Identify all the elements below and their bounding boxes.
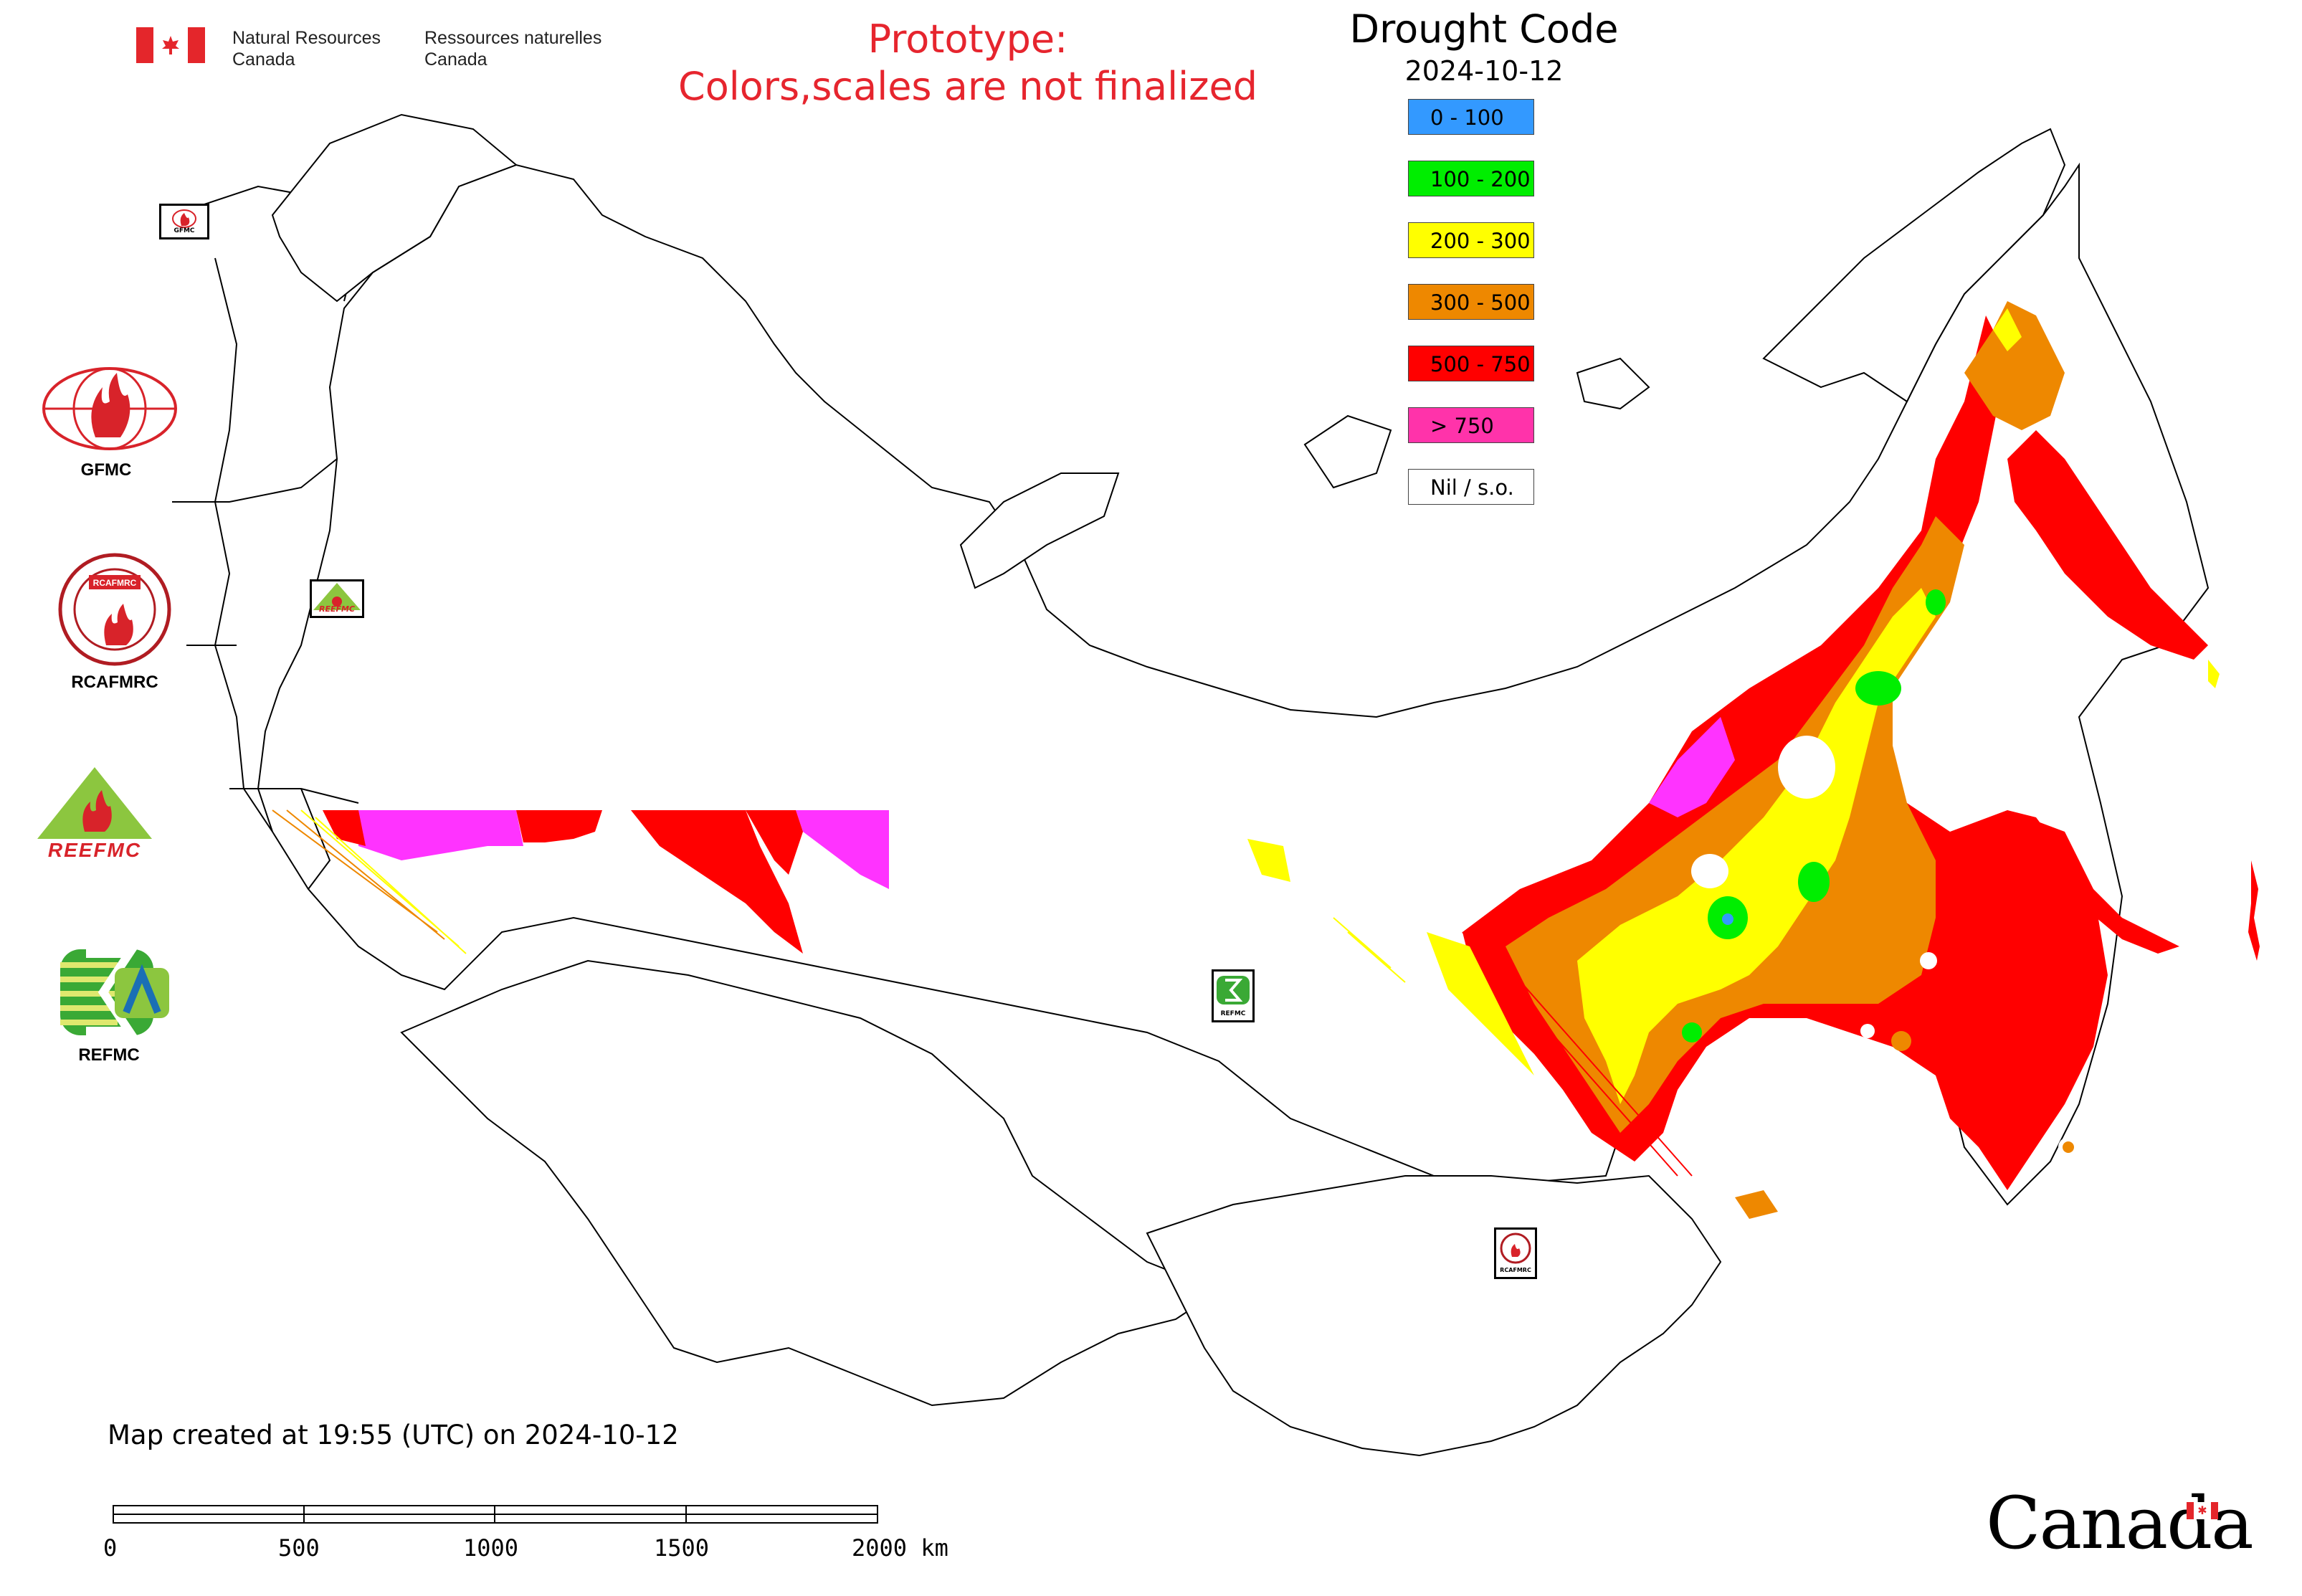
legend-item-200-300: 200 - 300 xyxy=(1408,222,1534,258)
russia-outline xyxy=(257,162,2210,1206)
reefmc-wordmark: REEFMC xyxy=(47,839,142,861)
central-asia-outline xyxy=(400,959,1221,1407)
refmc-marker-icon xyxy=(1217,976,1250,1004)
scale-tick-2000: 2000 km xyxy=(852,1534,948,1562)
severnaya-zemlya xyxy=(1303,414,1392,489)
legend-item-100-200: 100 - 200 xyxy=(1408,161,1534,196)
legend-item-over-750: > 750 xyxy=(1408,407,1534,443)
scale-tick-500: 500 xyxy=(278,1534,320,1562)
rcafmrc-logo: RCAFMRC RCAFMRC xyxy=(57,552,179,693)
legend: 0 - 100 100 - 200 200 - 300 300 - 500 50… xyxy=(1408,99,1534,531)
legend-item-500-750: 500 - 750 xyxy=(1408,346,1534,381)
scandinavia-outline xyxy=(271,113,518,303)
canada-flag-icon xyxy=(136,27,205,63)
gfmc-marker-icon xyxy=(172,209,196,228)
reefmc-logo: REEFMC xyxy=(37,767,152,870)
gfmc-globe-icon xyxy=(42,367,177,450)
reefmc-triangle-icon xyxy=(37,767,152,839)
legend-title: Drought Code xyxy=(1349,6,1619,52)
reefmc-marker-icon xyxy=(313,583,361,610)
rcafmrc-seal-text: RCAFMRC xyxy=(92,578,137,588)
legend-item-nil: Nil / s.o. xyxy=(1408,469,1534,505)
scale-tick-0: 0 xyxy=(103,1534,118,1562)
scale-tick-1000: 1000 xyxy=(463,1534,519,1562)
gfmc-label: GFMC xyxy=(80,460,132,480)
scale-bar xyxy=(113,1505,878,1524)
legend-item-300-500: 300 - 500 xyxy=(1408,284,1534,320)
rcafmrc-seal-icon xyxy=(58,553,171,666)
new-siberian-islands xyxy=(1576,357,1650,410)
mongolia-china-outline xyxy=(1146,1174,1722,1457)
refmc-sigma-icon xyxy=(60,949,169,1035)
canada-wordmark-flag-icon: ✱ xyxy=(2187,1502,2218,1519)
refmc-logo: REFMC xyxy=(57,946,173,1065)
gfmc-logo: GFMC xyxy=(42,366,178,480)
prototype-notice: Prototype: Colors,scales are not finaliz… xyxy=(678,16,1257,109)
gfmc-marker[interactable]: GFMC xyxy=(159,204,209,239)
dept-name-fr: Ressources naturelles Canada xyxy=(424,28,602,70)
drought-raster xyxy=(1462,301,2260,1219)
rcafmrc-label: RCAFMRC xyxy=(71,673,158,692)
rcafmrc-marker[interactable]: RCAFMRC xyxy=(1494,1227,1537,1279)
legend-date: 2024-10-12 xyxy=(1404,55,1564,87)
refmc-label: REFMC xyxy=(78,1045,140,1065)
reefmc-marker[interactable]: REEFMC xyxy=(310,579,364,618)
canada-wordmark: Canada xyxy=(1986,1481,2254,1565)
novaya-zemlya xyxy=(959,472,1120,589)
rcafmrc-marker-icon xyxy=(1500,1232,1531,1264)
hatched-strips xyxy=(272,809,1693,1177)
scale-tick-1500: 1500 xyxy=(654,1534,710,1562)
dept-name-en: Natural Resources Canada xyxy=(232,28,381,70)
map-created-timestamp: Map created at 19:55 (UTC) on 2024-10-12 xyxy=(108,1420,679,1450)
legend-item-0-100: 0 - 100 xyxy=(1408,99,1534,135)
nrcan-signature: Natural Resources Canada Ressources natur… xyxy=(136,27,601,70)
chukotka-outline xyxy=(1762,128,2066,403)
refmc-marker[interactable]: REFMC xyxy=(1212,969,1255,1022)
